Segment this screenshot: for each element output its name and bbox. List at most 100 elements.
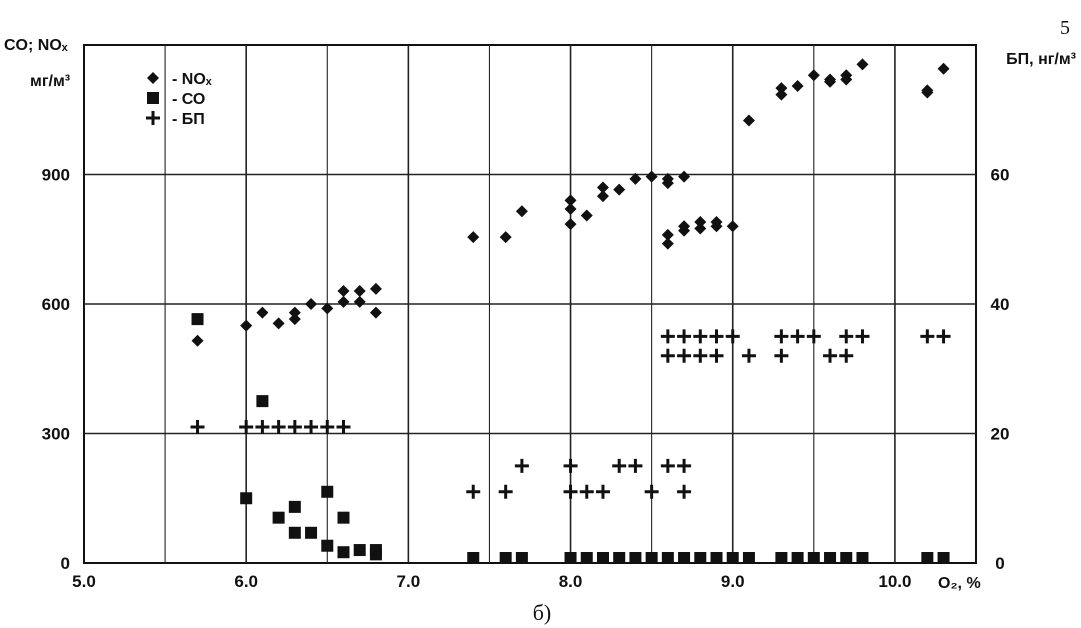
co-point (645, 552, 658, 564)
bp-point (563, 484, 578, 499)
nox-point (645, 170, 658, 183)
nox-point (288, 306, 301, 319)
co-point (937, 552, 950, 564)
bp-point (466, 484, 481, 499)
bp-point (855, 329, 870, 344)
co-point (694, 552, 707, 564)
y-left-tick-label: 0 (61, 554, 70, 573)
nox-point (937, 62, 950, 75)
co-point (742, 552, 755, 564)
nox-point (580, 209, 593, 222)
nox-point (661, 237, 674, 250)
co-point (337, 546, 350, 559)
x-tick-label: 8.0 (559, 572, 583, 591)
bp-point (693, 329, 708, 344)
nox-point (775, 82, 788, 95)
nox-point (256, 306, 269, 319)
y-right-tick-label: 40 (991, 295, 1010, 314)
bp-point (239, 420, 254, 435)
co-point (807, 552, 820, 564)
nox-point (305, 298, 318, 310)
co-point (791, 552, 804, 564)
bp-point (709, 348, 724, 363)
bp-point (839, 348, 854, 363)
bp-point (823, 348, 838, 363)
x-tick-label: 7.0 (397, 572, 421, 591)
nox-point (288, 313, 301, 326)
nox-point (353, 295, 366, 308)
co-point (824, 552, 837, 564)
bp-point (287, 420, 302, 435)
bp-point (936, 329, 951, 344)
nox-point (678, 170, 691, 183)
legend-marker (147, 72, 159, 84)
x-tick-label: 5.0 (72, 572, 96, 591)
nox-point (678, 220, 691, 233)
y-left-tick-label: 300 (42, 425, 70, 444)
co-point (775, 552, 788, 564)
legend-marker (146, 111, 160, 125)
bp-point (677, 484, 692, 499)
legend-label: - СО (172, 91, 205, 108)
nox-point (337, 295, 350, 308)
bp-point (579, 484, 594, 499)
x-tick-label: 9.0 (721, 572, 745, 591)
co-point (321, 539, 334, 552)
bp-point (725, 329, 740, 344)
nox-point (369, 306, 382, 319)
bp-point (304, 420, 319, 435)
co-point (353, 544, 366, 557)
nox-point (921, 84, 934, 97)
co-point (856, 552, 869, 564)
nox-point (564, 194, 577, 207)
bp-point (693, 348, 708, 363)
nox-point (840, 69, 853, 82)
legend: - NOₓ - СО - БП (146, 71, 212, 128)
bp-point (320, 420, 335, 435)
y-right-tick-label: 60 (991, 166, 1010, 185)
y-right-tick-label: 0 (995, 554, 1004, 573)
y-right-tick-label: 20 (991, 425, 1010, 444)
nox-point (191, 334, 204, 347)
bp-point (774, 329, 789, 344)
nox-point (337, 285, 350, 298)
co-point (710, 552, 723, 564)
nox-point (596, 190, 609, 203)
nox-point (467, 231, 480, 244)
nox-point (499, 231, 512, 244)
x-axis-label: O₂, % (938, 575, 981, 592)
co-point (564, 552, 577, 564)
co-point (288, 500, 301, 513)
bp-point (660, 348, 675, 363)
co-point (240, 492, 253, 505)
grid-lines (84, 45, 976, 563)
nox-point (515, 205, 528, 218)
bp-point (741, 348, 756, 363)
bp-point (677, 458, 692, 473)
co-point (726, 552, 739, 564)
y-left-tick-label: 900 (42, 166, 70, 185)
bp-point (644, 484, 659, 499)
x-tick-label: 10.0 (878, 572, 911, 591)
bp-point (709, 329, 724, 344)
corner-label: 5 (1060, 17, 1070, 39)
co-point (272, 511, 285, 524)
bp-point (336, 420, 351, 435)
bp-point (660, 329, 675, 344)
y-left-tick-label: 600 (42, 295, 70, 314)
co-point (613, 552, 626, 564)
nox-point (694, 215, 707, 228)
nox-point (791, 80, 804, 93)
bp-point (595, 484, 610, 499)
co-point (629, 552, 642, 564)
nox-point (240, 319, 253, 332)
co-point (467, 552, 480, 564)
co-point (305, 526, 318, 539)
nox-point (564, 218, 577, 231)
nox-point (742, 114, 755, 127)
co-point (499, 552, 512, 564)
nox-point (856, 58, 869, 71)
legend-label: - БП (172, 111, 205, 128)
x-tick-label: 6.0 (234, 572, 258, 591)
